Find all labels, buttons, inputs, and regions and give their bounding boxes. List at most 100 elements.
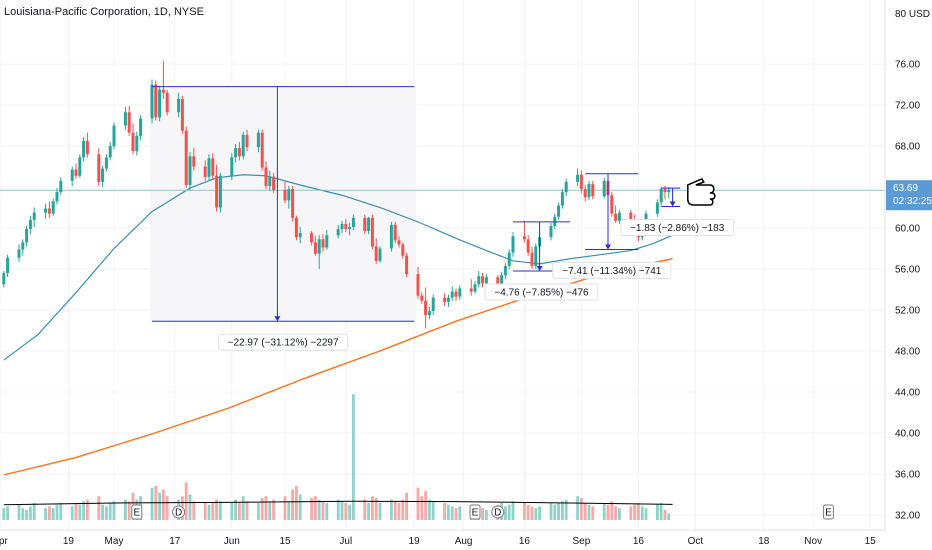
candle-body [70,169,74,181]
volume-bar [86,499,89,520]
volume-bar [291,489,294,520]
volume-bar [344,503,348,520]
candle-body [507,252,511,266]
volume-bar [158,492,161,520]
volume-bar [583,503,587,520]
price-tick-label: 44.00 [895,387,920,398]
candle-body [446,297,450,302]
event-label: E [133,508,140,519]
volume-bar [238,503,241,520]
candle-body [424,300,428,316]
volume-bar [405,492,408,520]
candle-body [469,288,473,292]
candle-body [393,224,397,241]
time-tick-label: 19 [63,536,75,547]
measure-label: −7.41 (−11.34%) −741 [562,266,661,277]
candle-body [420,295,424,301]
candle-body [564,181,568,193]
price-tick-label: 52.00 [895,305,920,316]
candle-body [150,84,154,119]
earnings-marker [822,504,834,520]
volume-bar [591,506,595,520]
candle-body [294,217,298,238]
candle-body [610,195,614,214]
candle-body [344,223,348,230]
candle-body [218,175,222,208]
time-tick-label: Sep [573,536,591,547]
volume-bar [6,506,9,520]
volume-bar [97,496,101,520]
volume-bar [393,501,397,520]
price-tick-label: 60.00 [895,224,920,235]
candle-body [614,213,618,221]
volume-bar [287,501,291,520]
candle-body [348,226,352,230]
volume-bar [397,503,401,520]
volume-bar [602,503,606,520]
candle-body [351,217,355,227]
volume-bar [165,496,169,520]
time-tick-label: Jul [339,536,352,547]
chart-title: Louisiana-Pacific Corporation, 1D, NYSE [4,6,204,18]
volume-bar [447,504,450,520]
measure-region [150,86,417,322]
volume-bar [606,504,610,520]
candle-body [503,265,507,276]
candle-body [237,148,241,157]
measure-label-box [218,333,348,351]
time-tick-label: 17 [169,536,181,547]
volume-bar [59,503,63,520]
volume-bar [82,501,85,520]
candle-body [401,244,405,256]
volume-bar [203,503,207,520]
candle-body [526,239,530,253]
volume-bar [230,503,234,520]
candle-body [104,157,108,169]
candle-body [617,212,621,221]
candle-body [260,132,264,168]
time-tick-label: Jun [224,536,240,547]
volume-bar [348,504,351,520]
candle-body [135,135,139,152]
candle-body [47,208,51,214]
candle-body [655,202,659,214]
candle-body [374,246,378,261]
volume-bar [78,504,82,520]
volume-bar [667,513,671,520]
measure-arrowhead [605,244,611,250]
candle-body [325,235,329,248]
volume-bar [507,504,511,520]
time-tick-label: Nov [804,536,822,547]
candle-body [211,158,215,176]
price-tick-label: 32.00 [895,510,920,521]
volume-bar [340,501,344,520]
candle-body [553,216,557,226]
volume-bar [48,506,51,520]
time-tick-label: 16 [519,536,531,547]
candle-body [405,255,409,275]
volume-bar [241,496,245,520]
candle-body [500,275,504,286]
time-tick-label: 19 [409,536,421,547]
price-tick-label: 56.00 [895,265,920,276]
candle-body [6,257,10,274]
candle-body [522,236,526,240]
volume-bar [25,509,28,520]
candle-body [321,239,325,248]
dividend-marker [172,505,186,519]
volume-bar [336,499,340,520]
candle-body [389,224,393,249]
volume-bar [70,506,74,520]
volume-bar [268,501,272,520]
volume-bar [219,501,222,520]
candle-body [579,174,583,190]
measure-arrowhead [536,266,543,272]
measure-label-box [484,283,599,301]
candle-body [21,242,25,250]
candle-body [256,132,260,148]
volume-bar [534,508,538,520]
candle-body [667,190,671,193]
earnings-marker [469,504,481,520]
volume-bar [420,496,424,520]
